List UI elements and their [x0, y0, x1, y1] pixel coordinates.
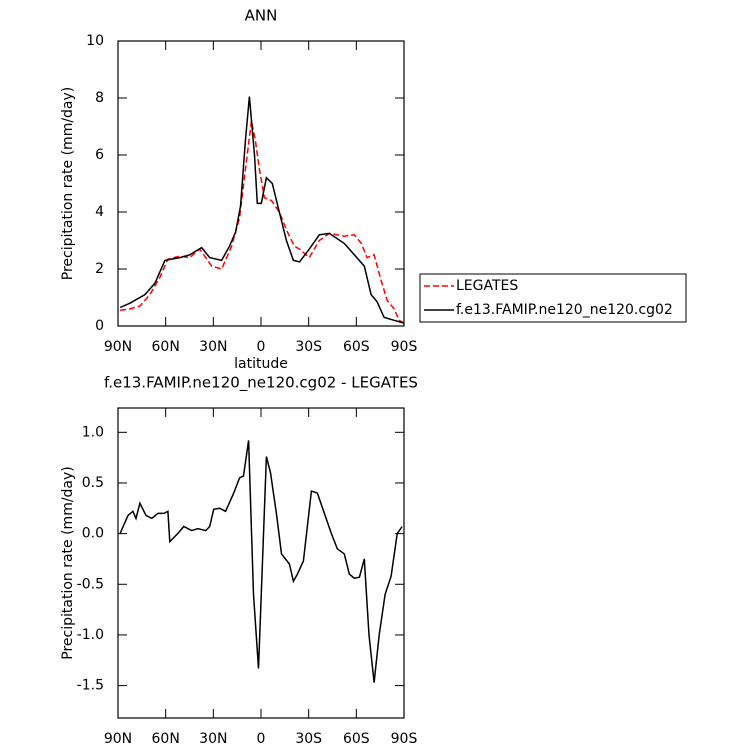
y-tick-label: -0.5 — [77, 576, 104, 592]
y-tick-label: 1.0 — [82, 424, 104, 440]
y-tick-label: 10 — [86, 33, 104, 49]
x-tick-label: 90S — [391, 339, 418, 355]
legend-box — [419, 273, 687, 323]
x-tick-label: 90N — [104, 731, 132, 747]
y-axis-label: Precipitation rate (mm/day) — [60, 87, 76, 281]
plot-frame — [117, 407, 405, 719]
y-tick-label: 4 — [95, 204, 104, 220]
y-tick-label: 2 — [95, 261, 104, 277]
plot-frame — [117, 40, 405, 327]
x-tick-label: 60N — [152, 339, 180, 355]
y-tick-label: 8 — [95, 90, 104, 106]
x-tick-label: 0 — [257, 339, 266, 355]
x-tick-label: 30N — [199, 339, 227, 355]
y-tick-label: -1.5 — [77, 678, 104, 694]
x-tick-label: 30N — [199, 731, 227, 747]
y-tick-label: 0.5 — [82, 475, 104, 491]
y-tick-label: 0 — [95, 318, 104, 334]
y-tick-label: -1.0 — [77, 627, 104, 643]
x-tick-label: 30S — [295, 339, 322, 355]
y-tick-label: 0.0 — [82, 526, 104, 542]
y-axis-label: Precipitation rate (mm/day) — [60, 466, 76, 660]
panel-title: f.e13.FAMIP.ne120_ne120.cg02 - LEGATES — [104, 374, 418, 393]
y-tick-label: 6 — [95, 147, 104, 163]
x-tick-label: 90S — [391, 731, 418, 747]
data-line — [119, 440, 403, 683]
x-tick-label: 60S — [343, 731, 370, 747]
data-line — [119, 120, 405, 324]
x-tick-label: 60S — [343, 339, 370, 355]
x-tick-label: 30S — [295, 731, 322, 747]
panel-title: ANN — [245, 7, 278, 25]
x-tick-label: 0 — [257, 731, 266, 747]
x-axis-label: latitude — [234, 356, 288, 372]
x-tick-label: 60N — [152, 731, 180, 747]
legend-label: f.e13.FAMIP.ne120_ne120.cg02 — [456, 302, 673, 318]
legend-label: LEGATES — [456, 278, 518, 294]
data-line — [119, 96, 405, 324]
x-tick-label: 90N — [104, 339, 132, 355]
